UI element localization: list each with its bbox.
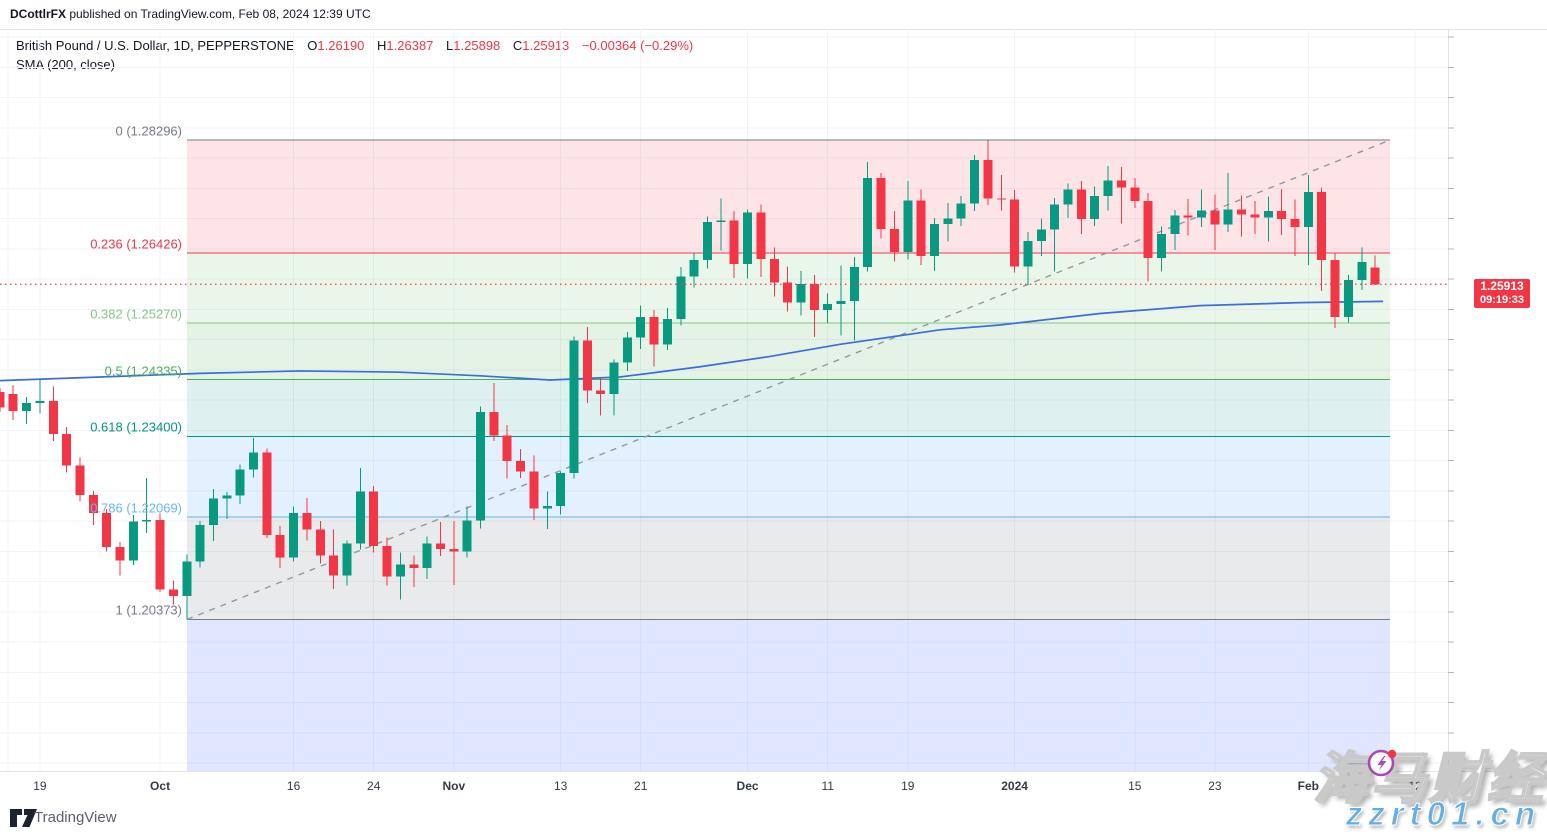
time-tick-label: 11 [821, 779, 834, 793]
ohlc-low-value: 1.25898 [453, 38, 501, 53]
change-value: −0.00364 (−0.29%) [581, 38, 694, 53]
time-tick-label: 19 [33, 779, 47, 793]
ohlc-close-key: C [512, 38, 523, 53]
time-tick-label: 2024 [1001, 779, 1028, 793]
time-tick-label: 21 [634, 779, 648, 793]
last-price-value: 1.25913 [1480, 279, 1524, 293]
price-axis[interactable]: 1.300001.295001.290001.285001.280001.275… [1448, 29, 1547, 771]
time-axis[interactable]: 19 Oct 16 24 Nov 13 21 Dec 11 19 2024 15 23 Feb 12 [0, 771, 1547, 800]
watermark-url: zzrt01.cn [1345, 795, 1541, 833]
fib-level-label: 0.5 (1.24335) [104, 363, 182, 379]
time-tick-label: 12 [1408, 779, 1422, 793]
chart-top-border [0, 29, 1547, 30]
ohlc-open-key: O [307, 38, 318, 53]
symbol-title[interactable]: British Pound / U.S. Dollar, 1D, PEPPERS… [16, 38, 295, 53]
ohlc-low-key: L [446, 38, 454, 53]
tradingview-logo-icon[interactable] [10, 808, 38, 828]
time-axis-border [0, 771, 1547, 772]
watermark-chinese: 海马财经 [1312, 746, 1545, 811]
symbol-legend[interactable]: British Pound / U.S. Dollar, 1D, PEPPERS… [16, 36, 693, 55]
time-tick-label: Feb [1297, 779, 1320, 793]
ohlc-close-value: 1.25913 [522, 38, 570, 53]
ohlc-open-value: 1.26190 [317, 38, 365, 53]
time-tick-label: 23 [1208, 779, 1222, 793]
time-tick-label: 16 [286, 779, 301, 793]
last-price-label: 1.25913 09:19:33 [1474, 279, 1530, 308]
indicator-legend[interactable]: SMA (200, close) [16, 57, 115, 72]
author-name: DCottlrFX [10, 7, 66, 21]
fib-level-label: 1 (1.20373) [115, 602, 183, 618]
bar-countdown: 09:19:33 [1479, 294, 1525, 306]
time-tick-label: 19 [901, 779, 915, 793]
fib-level-label: 0.618 (1.23400) [90, 419, 182, 435]
time-tick-label: 13 [553, 779, 568, 793]
attribution-text: published on TradingView.com, Feb 08, 20… [66, 7, 371, 21]
time-tick-label: 15 [1128, 779, 1142, 793]
fib-level-label: 0.786 (1.22069) [90, 500, 182, 516]
fib-level-label: 0.382 (1.25270) [90, 306, 182, 322]
time-tick-label: Oct [150, 779, 171, 793]
fib-level-label: 0.236 (1.26426) [90, 236, 182, 252]
ohlc-high-key: H [377, 38, 387, 53]
time-tick-label: Dec [736, 779, 759, 793]
attribution-bar: DCottlrFX published on TradingView.com, … [10, 7, 371, 21]
ohlc-high-value: 1.26387 [386, 38, 434, 53]
tradingview-brand-link[interactable]: TradingView [34, 809, 117, 826]
fib-level-label: 0 (1.28296) [115, 123, 183, 139]
time-tick-label: Nov [442, 779, 466, 793]
idea-bubble-icon[interactable] [1365, 746, 1399, 780]
time-tick-label: 24 [367, 779, 381, 793]
